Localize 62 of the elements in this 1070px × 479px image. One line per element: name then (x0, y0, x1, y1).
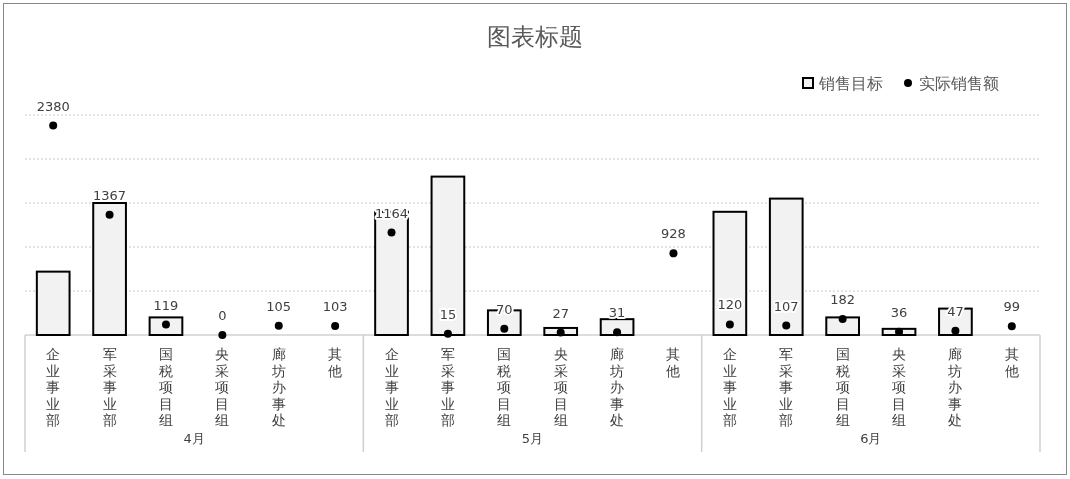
bar (35, 270, 71, 336)
x-tick-label: 央采项目组 (553, 346, 568, 428)
bar (148, 316, 184, 336)
legend-label: 销售目标 (818, 74, 883, 93)
chart-title: 图表标题 (487, 23, 583, 51)
point (500, 324, 509, 333)
x-tick-label: 国税项目组 (158, 346, 173, 428)
data-label: 36 (890, 304, 908, 320)
point (613, 328, 622, 337)
x-tick-label: 军采事业部 (779, 346, 794, 428)
point (669, 249, 678, 258)
bar (92, 202, 127, 336)
point (1007, 322, 1016, 331)
data-label: 2380 (36, 98, 70, 114)
data-label: 99 (1003, 299, 1021, 315)
x-tick-label: 军采事业部 (440, 346, 455, 428)
x-tick-label: 国税项目组 (835, 346, 850, 428)
data-label: 107 (773, 298, 799, 314)
point (274, 321, 283, 330)
point (218, 331, 227, 339)
x-tick-label: 企业事业部 (722, 346, 737, 428)
data-label: 182 (830, 291, 856, 307)
x-tick-label: 央采项目组 (215, 346, 230, 428)
bar (712, 210, 748, 336)
text: 6月 (860, 431, 882, 446)
x-tick-label: 企业事业部 (384, 346, 399, 428)
x-tick-label: 廊坊办事处 (270, 346, 286, 428)
data-label: 1367 (93, 187, 127, 203)
point (331, 321, 340, 330)
data-label: 928 (661, 226, 686, 242)
bar (768, 197, 804, 336)
x-tick-label: 企业事业部 (46, 346, 61, 428)
data-label: 27 (552, 305, 569, 321)
point (443, 329, 452, 338)
x-tick-label: 其他 (328, 346, 343, 379)
bar (430, 175, 466, 336)
data-label: 15 (439, 306, 457, 322)
data-label: 31 (608, 305, 626, 321)
point (387, 228, 396, 237)
x-tick-label: 央采项目组 (892, 346, 907, 428)
x-tick-label: 国税项目组 (497, 346, 512, 428)
bar (374, 210, 409, 336)
point (951, 326, 960, 335)
legend-label: 实际销售额 (919, 74, 999, 93)
x-tick-label: 军采事业部 (102, 346, 117, 428)
x-tick-label: 其他 (1004, 346, 1019, 379)
x-tick-label: 其他 (666, 346, 681, 379)
x-tick-label: 廊坊办事处 (947, 346, 963, 428)
data-label: 0 (218, 308, 227, 323)
x-tick-label: 廊坊办事处 (609, 346, 625, 428)
point (105, 210, 114, 219)
bar (825, 316, 860, 336)
data-label: 120 (717, 297, 743, 313)
point (725, 320, 734, 329)
data-label: 103 (322, 298, 348, 314)
text: 4月 (183, 431, 205, 446)
point (49, 121, 58, 130)
point (838, 314, 847, 323)
data-label: 119 (153, 297, 179, 313)
text: 5月 (521, 431, 544, 446)
data-label: 105 (266, 298, 292, 314)
point (782, 321, 791, 330)
